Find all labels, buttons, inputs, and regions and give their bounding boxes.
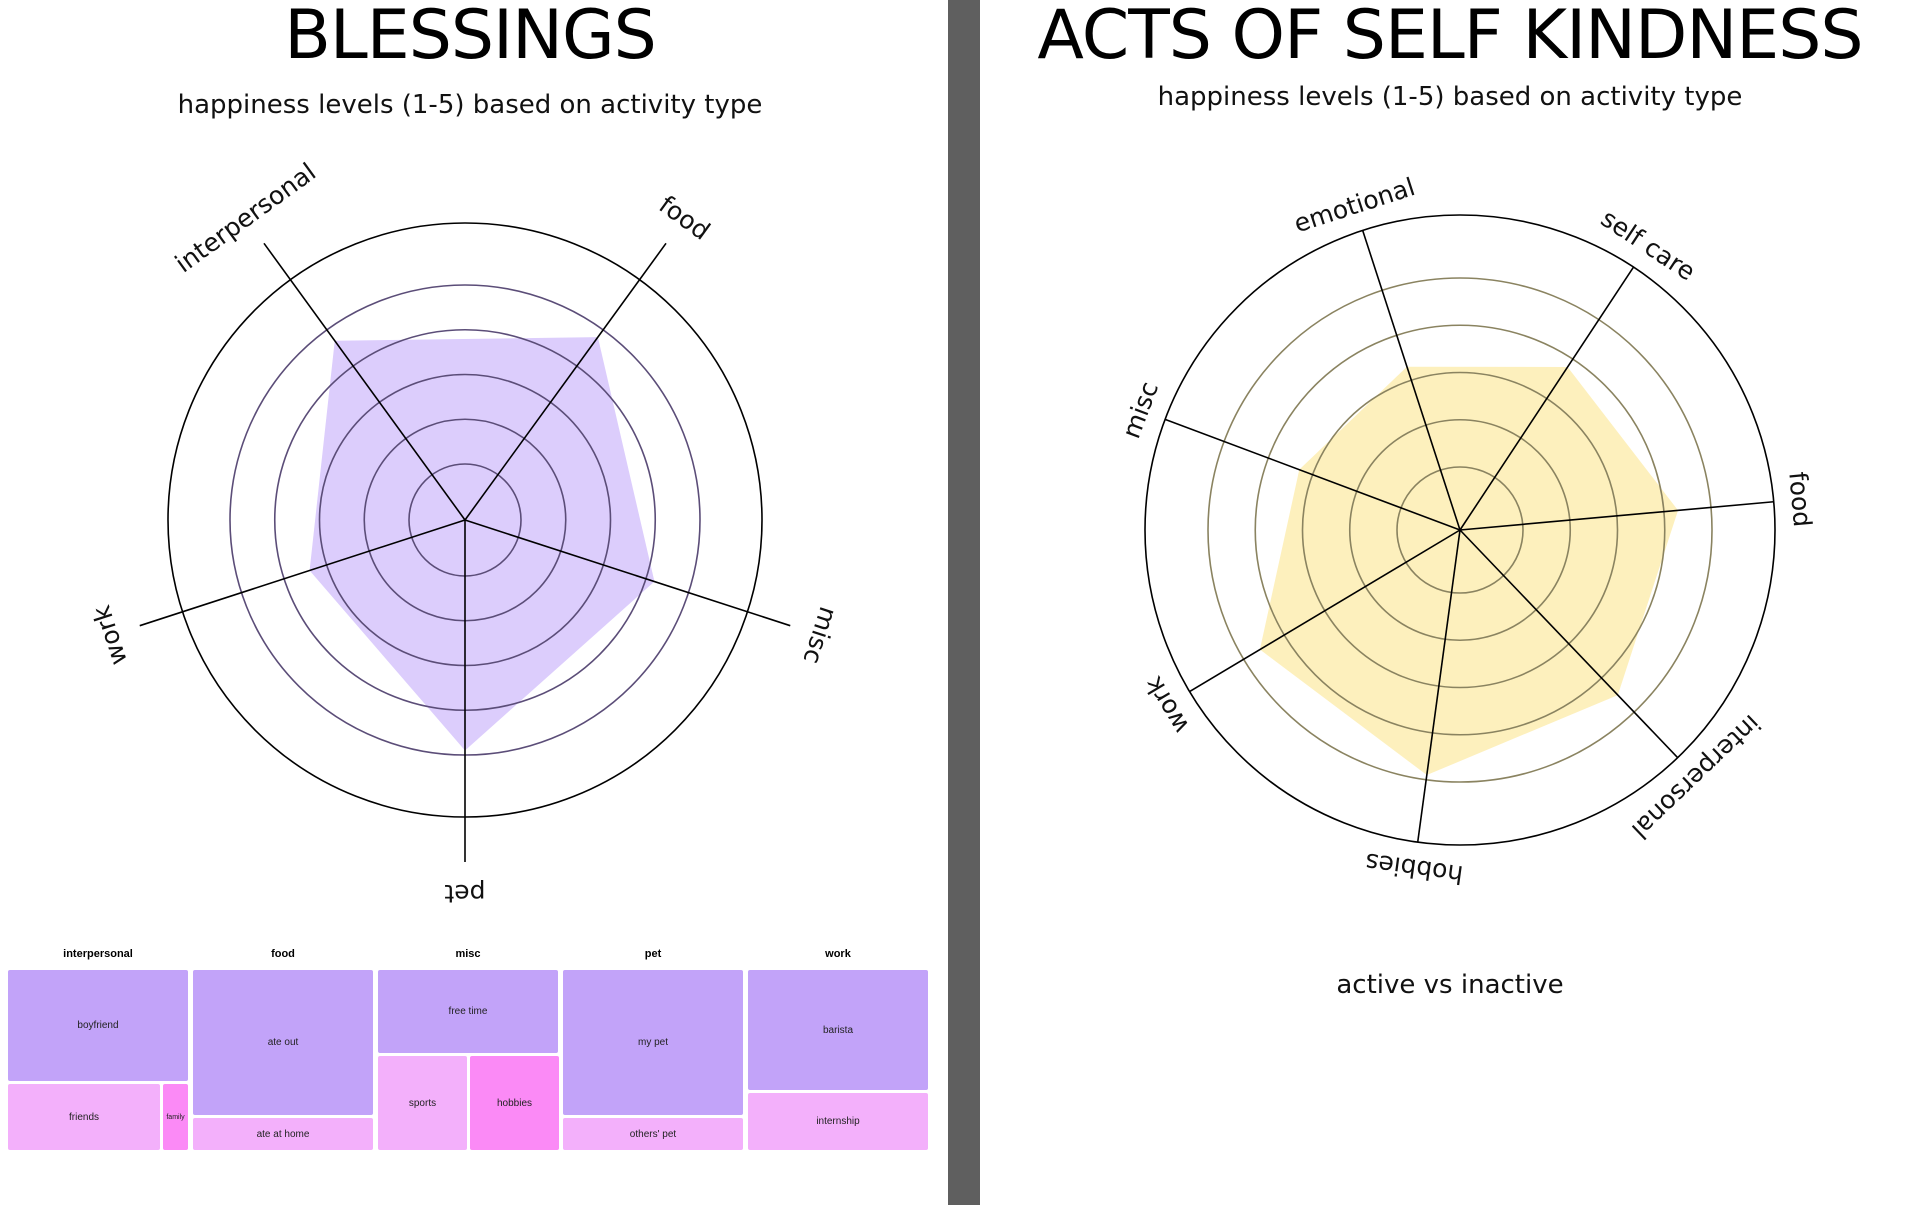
treemap-cell: friends — [8, 1084, 160, 1150]
radar-data-area — [309, 337, 655, 751]
treemap-group-food: food ate out ate at home — [193, 948, 373, 1150]
radar-grid-ring — [1207, 277, 1713, 783]
radar-grid-ring — [1396, 466, 1524, 594]
blessings-title: BLESSINGS — [284, 0, 657, 75]
radar-spoke — [464, 519, 791, 627]
radar-data-area — [1259, 366, 1679, 776]
self-kindness-subtitle: happiness levels (1-5) based on activity… — [1157, 82, 1743, 112]
treemap-group-work: work barista internship — [748, 948, 928, 1150]
treemap-group-label: food — [271, 948, 295, 960]
treemap-cell: others' pet — [563, 1118, 743, 1150]
radar-spoke — [139, 519, 466, 627]
blessings-treemap: interpersonal boyfriend friends family food a… — [8, 948, 928, 1150]
treemap-group-misc: misc free time sports hobbies — [378, 948, 559, 1150]
blessings-subtitle: happiness levels (1-5) based on activity… — [177, 90, 763, 120]
radar-spoke — [1164, 418, 1461, 531]
treemap-cell: internship — [748, 1093, 928, 1150]
treemap-cell: barista — [748, 970, 928, 1090]
treemap-cell: boyfriend — [8, 970, 188, 1081]
radar-spoke — [263, 242, 466, 521]
treemap-cell: my pet — [563, 970, 743, 1115]
treemap-cell: hobbies — [470, 1056, 559, 1150]
blessings-radar-chart: interpersonal food misc pet work — [86, 157, 843, 908]
radar-spoke — [464, 242, 667, 521]
radar-grid-ring — [1254, 324, 1666, 736]
axis-label-interpersonal: interpersonal — [170, 157, 322, 278]
treemap-group-interpersonal: interpersonal boyfriend friends family — [8, 948, 188, 1150]
self-kindness-footer: active vs inactive — [1336, 970, 1564, 1000]
radar-spoke — [1189, 529, 1461, 693]
axis-label-food: food — [1783, 471, 1817, 529]
radar-spoke — [1459, 500, 1774, 531]
axis-label-emotional: emotional — [1290, 172, 1418, 238]
treemap-cell: ate at home — [193, 1118, 373, 1150]
treemap-cell: ate out — [193, 970, 373, 1115]
radar-spoke — [1416, 529, 1461, 843]
axis-label-pet: pet — [444, 879, 485, 908]
axis-label-work: work — [1139, 671, 1195, 738]
axis-label-interpersonal: interpersonal — [1626, 709, 1766, 845]
axis-label-work: work — [86, 602, 132, 669]
axis-label-self-care: self care — [1596, 204, 1701, 287]
self-kindness-radar-chart: emotional self care food interpersonal hobbi… — [1116, 172, 1817, 889]
axis-label-misc: misc — [1116, 378, 1164, 443]
treemap-group-label: interpersonal — [63, 948, 133, 960]
axis-label-hobbies: hobbies — [1364, 847, 1465, 889]
self-kindness-panel: ACTS OF SELF KINDNESS happiness levels (… — [980, 0, 1920, 1205]
axis-label-food: food — [654, 190, 716, 246]
axis-label-misc: misc — [797, 603, 843, 667]
radar-grid-ring — [1301, 371, 1619, 689]
treemap-cell: free time — [378, 970, 558, 1053]
radar-spoke — [1459, 529, 1679, 759]
blessings-panel: BLESSINGS happiness levels (1-5) based o… — [0, 0, 948, 1205]
treemap-group-pet: pet my pet others' pet — [563, 948, 743, 1150]
radar-grid-ring — [1348, 418, 1572, 642]
radar-outer-ring — [1144, 214, 1776, 846]
treemap-group-label: misc — [455, 948, 481, 960]
panel-divider — [948, 0, 980, 1205]
radar-spoke — [1361, 230, 1461, 531]
treemap-cell: family — [163, 1084, 188, 1150]
radar-spoke — [1459, 266, 1635, 531]
self-kindness-title: ACTS OF SELF KINDNESS — [1037, 0, 1863, 75]
treemap-cell: sports — [378, 1056, 467, 1150]
treemap-group-label: pet — [644, 948, 662, 960]
treemap-group-label: work — [825, 948, 851, 960]
